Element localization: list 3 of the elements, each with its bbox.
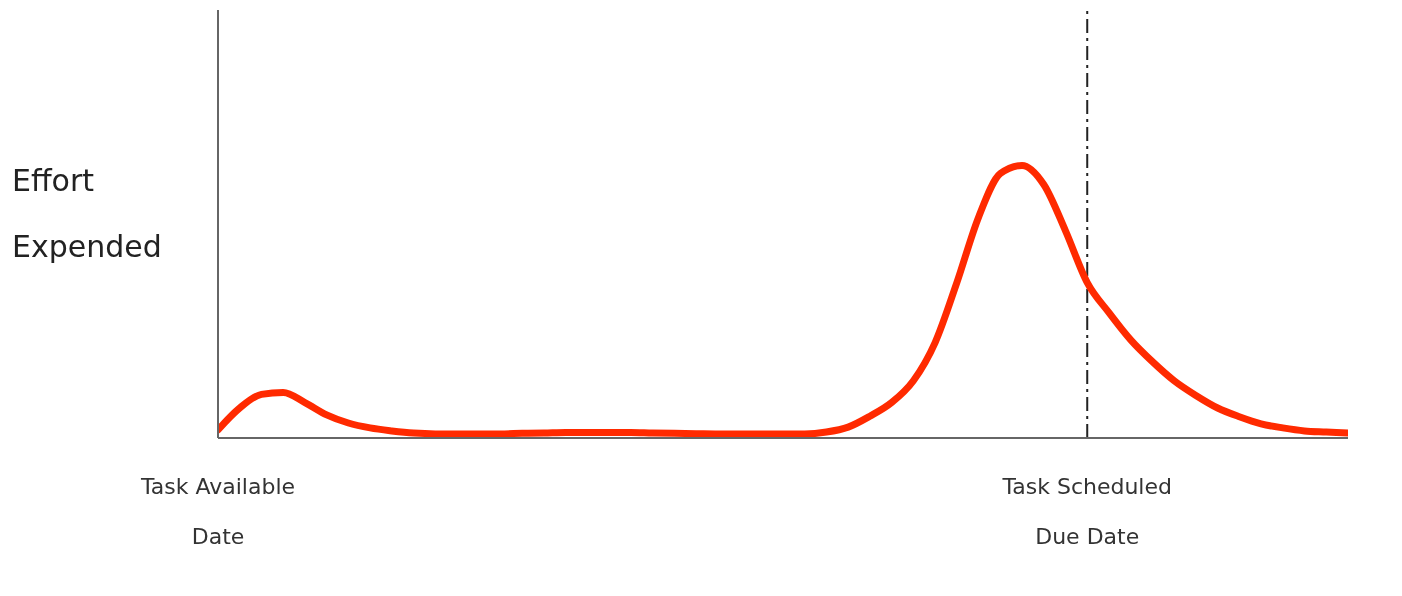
x-tick-label: Task Scheduled Due Date: [1001, 474, 1172, 549]
x-tick-label: Task Available Date: [139, 474, 296, 549]
y-axis-title: Effort Expended: [12, 162, 163, 266]
